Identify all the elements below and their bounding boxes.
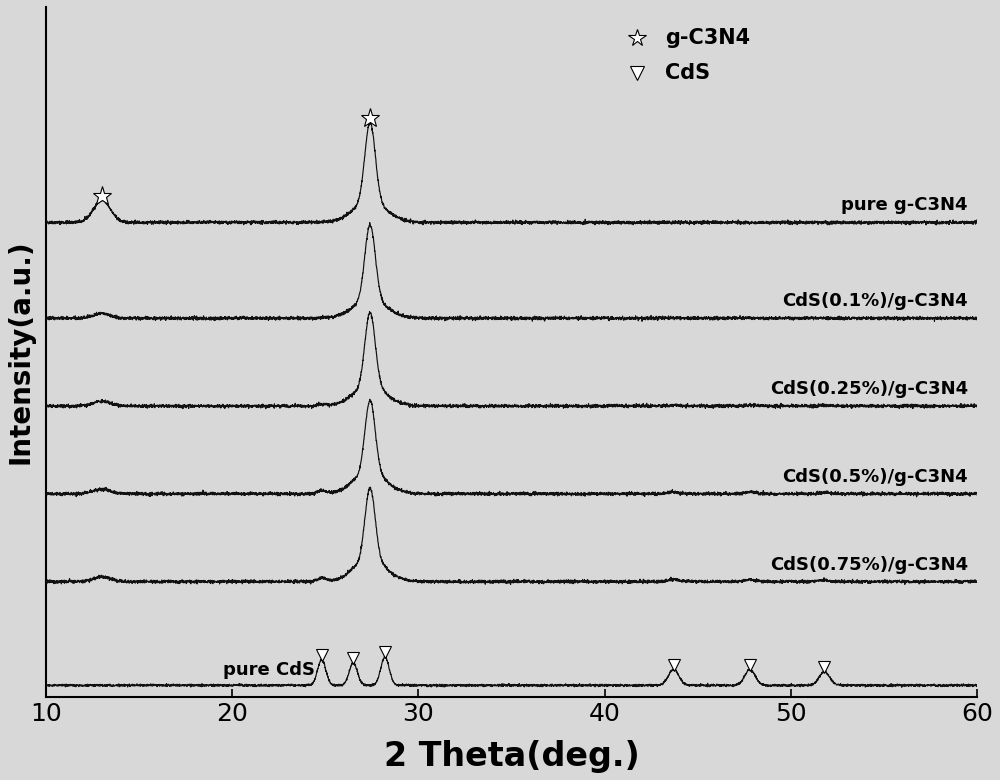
Text: g-C3N4: g-C3N4	[665, 28, 750, 48]
Text: pure g-C3N4: pure g-C3N4	[841, 197, 968, 215]
Text: CdS: CdS	[665, 62, 710, 83]
Text: pure CdS: pure CdS	[223, 661, 315, 679]
X-axis label: 2 Theta(deg.): 2 Theta(deg.)	[384, 740, 639, 773]
Y-axis label: Intensity(a.u.): Intensity(a.u.)	[7, 239, 35, 464]
Text: CdS(0.1%)/g-C3N4: CdS(0.1%)/g-C3N4	[782, 292, 968, 310]
Text: CdS(0.25%)/g-C3N4: CdS(0.25%)/g-C3N4	[770, 380, 968, 398]
Text: CdS(0.75%)/g-C3N4: CdS(0.75%)/g-C3N4	[770, 555, 968, 573]
Text: CdS(0.5%)/g-C3N4: CdS(0.5%)/g-C3N4	[782, 468, 968, 486]
